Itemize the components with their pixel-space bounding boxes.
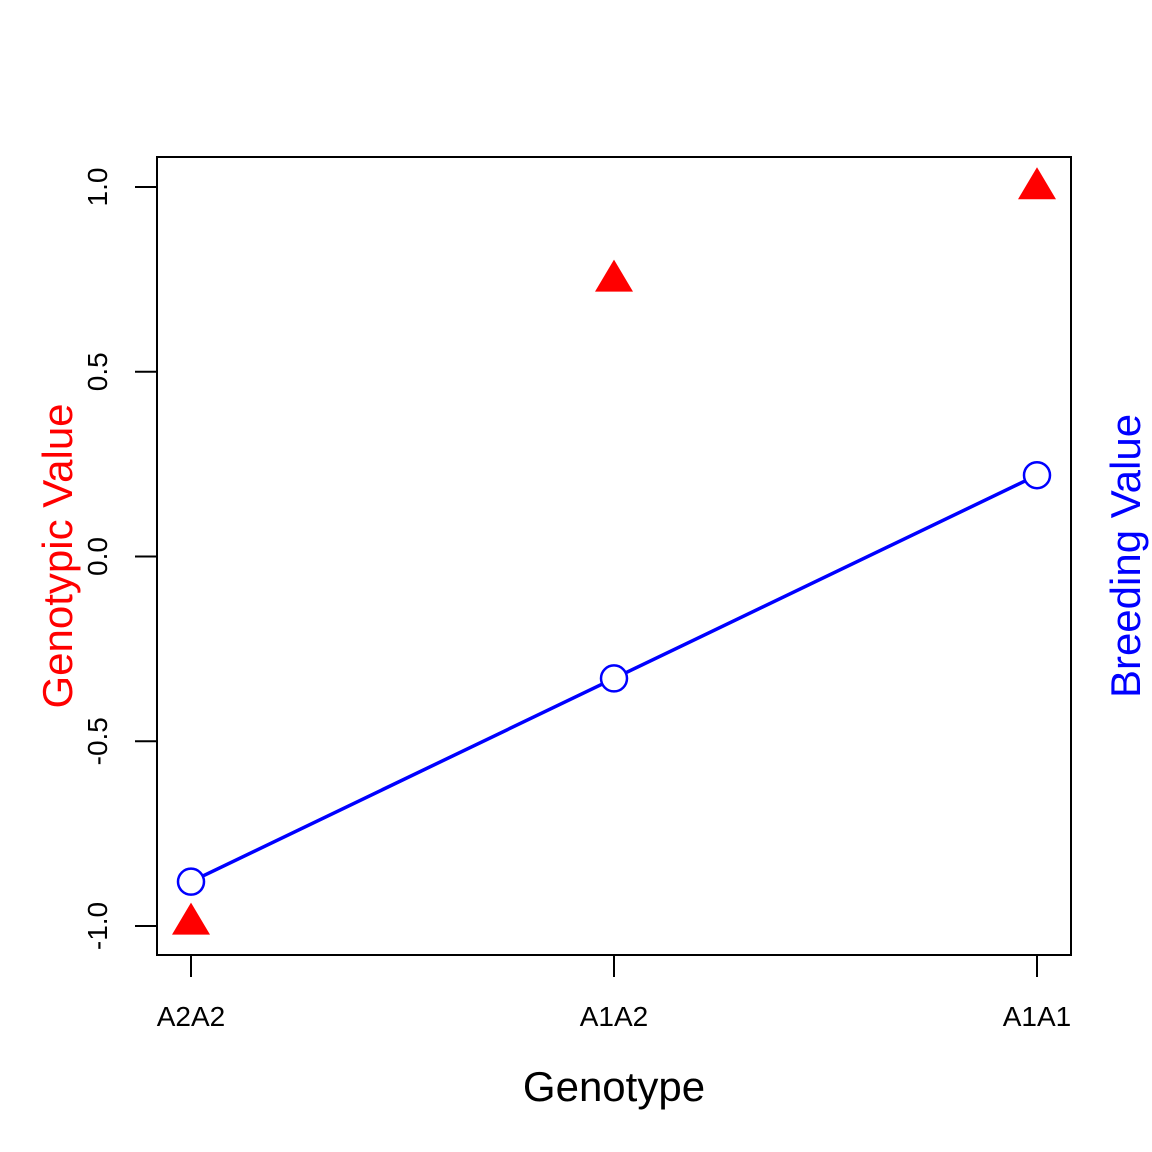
x-tick-label: A1A1 <box>1003 1001 1072 1032</box>
x-tick-label: A1A2 <box>580 1001 649 1032</box>
y-axis-title-right: Breeding Value <box>1102 414 1149 698</box>
y-tick-label: -1.0 <box>82 902 113 950</box>
y-tick-label: 0.5 <box>82 352 113 391</box>
breeding-point <box>176 867 206 896</box>
x-tick-label: A2A2 <box>157 1001 226 1032</box>
y-tick-label: 0.0 <box>82 537 113 576</box>
breeding-point <box>1022 460 1052 490</box>
axes: A2A2 A1A2 A1A1 -1.0 -0.5 0.0 0.5 1.0 <box>82 156 1072 1032</box>
y-tick-label: 1.0 <box>82 168 113 207</box>
plot-marks <box>172 167 1056 935</box>
x-axis-title: Genotype <box>523 1063 705 1110</box>
genotypic-point <box>1018 167 1056 200</box>
genotypic-point <box>172 902 210 935</box>
breeding-point <box>599 664 629 693</box>
y-tick-label: -0.5 <box>82 717 113 765</box>
y-axis-title-left: Genotypic Value <box>34 403 81 708</box>
genotypic-point <box>595 259 633 292</box>
